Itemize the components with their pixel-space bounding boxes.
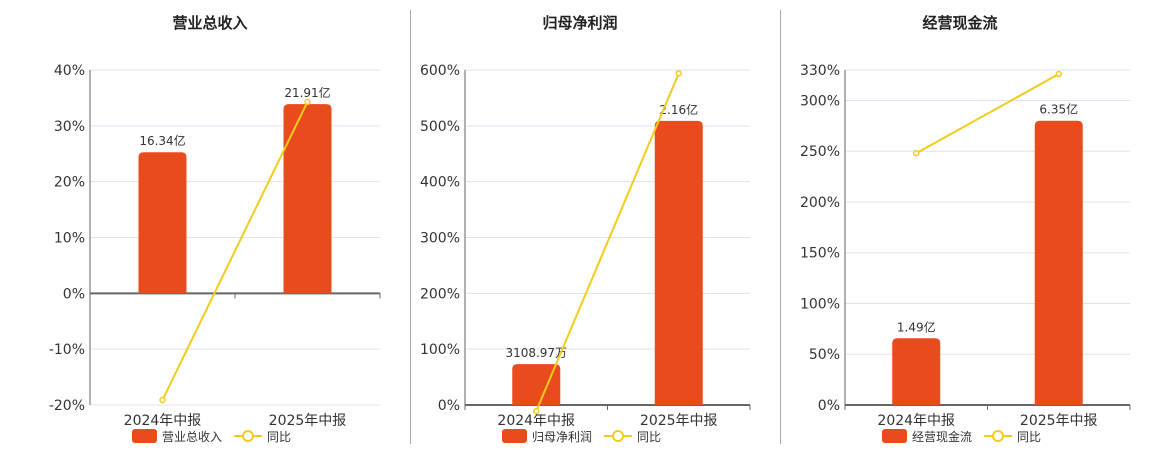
line-point [533, 407, 540, 415]
legend-line-marker[interactable] [992, 430, 1004, 442]
y-tick-label: 20% [54, 175, 85, 191]
divider [780, 10, 781, 444]
y-tick-label: 200% [420, 286, 460, 302]
line-point [675, 70, 682, 77]
legend-line-marker[interactable] [242, 430, 254, 442]
y-tick-label: -10% [49, 342, 85, 358]
y-tick-label: 10% [54, 231, 85, 247]
line-series [915, 73, 1060, 155]
bar-label: 21.91亿 [284, 85, 330, 100]
y-tick-label: 300% [420, 231, 460, 247]
bar [1034, 120, 1083, 405]
line-point [913, 149, 920, 157]
y-tick-label: 50% [809, 347, 840, 363]
y-tick-label: 0% [438, 398, 460, 414]
y-tick-label: 330% [800, 63, 840, 79]
y-tick-label: 400% [420, 175, 460, 191]
bar [283, 104, 332, 294]
x-tick-label: 2024年中报 [124, 413, 202, 429]
y-tick-label: 150% [800, 246, 840, 262]
legend-bar-swatch[interactable] [132, 429, 157, 443]
chart-title: 营业总收入 [172, 14, 247, 32]
bar [892, 338, 941, 405]
line-series [161, 101, 309, 401]
legend-line-label[interactable]: 同比 [1017, 430, 1041, 444]
legend-line-marker[interactable] [612, 430, 624, 442]
y-tick-label: 250% [800, 144, 840, 160]
legend-bar-label[interactable]: 经营现金流 [912, 429, 972, 444]
y-tick-label: 30% [54, 119, 85, 135]
x-tick-label: 2024年中报 [877, 413, 955, 429]
line-point [304, 98, 311, 106]
chart-title: 归母净利润 [542, 14, 617, 32]
y-tick-label: 100% [800, 296, 840, 312]
line-series [535, 72, 680, 412]
x-tick-label: 2025年中报 [269, 413, 347, 429]
legend-line-label[interactable]: 同比 [637, 430, 661, 444]
y-tick-label: 40% [54, 63, 85, 79]
y-tick-label: 300% [800, 93, 840, 109]
x-tick-label: 2025年中报 [1020, 413, 1098, 429]
y-tick-label: 0% [63, 286, 85, 302]
y-tick-label: 0% [818, 398, 840, 414]
bar-label: 1.49亿 [897, 319, 936, 334]
legend-line-label[interactable]: 同比 [267, 430, 291, 444]
y-tick-label: 600% [420, 63, 460, 79]
bar [138, 152, 187, 294]
bar-label: 16.34亿 [139, 133, 185, 148]
y-tick-label: -20% [49, 398, 85, 414]
divider [410, 10, 411, 444]
x-tick-label: 2024年中报 [497, 413, 575, 429]
y-tick-label: 200% [800, 195, 840, 211]
bar [512, 364, 561, 405]
legend-bar-label[interactable]: 营业总收入 [162, 430, 222, 444]
bar [654, 120, 703, 406]
y-tick-label: 500% [420, 119, 460, 135]
legend-bar-label[interactable]: 归母净利润 [532, 430, 592, 444]
legend-bar-swatch[interactable] [882, 429, 907, 443]
x-tick-label: 2025年中报 [640, 413, 718, 429]
bar-label: 6.35亿 [1039, 102, 1078, 117]
line-point [1055, 70, 1062, 78]
chart-title: 经营现金流 [922, 14, 997, 32]
bar-label: 3108.97万 [505, 346, 567, 360]
y-tick-label: 100% [420, 342, 460, 358]
legend-bar-swatch[interactable] [502, 429, 527, 443]
bar-label: 2.16亿 [659, 102, 698, 117]
line-point [159, 396, 166, 404]
